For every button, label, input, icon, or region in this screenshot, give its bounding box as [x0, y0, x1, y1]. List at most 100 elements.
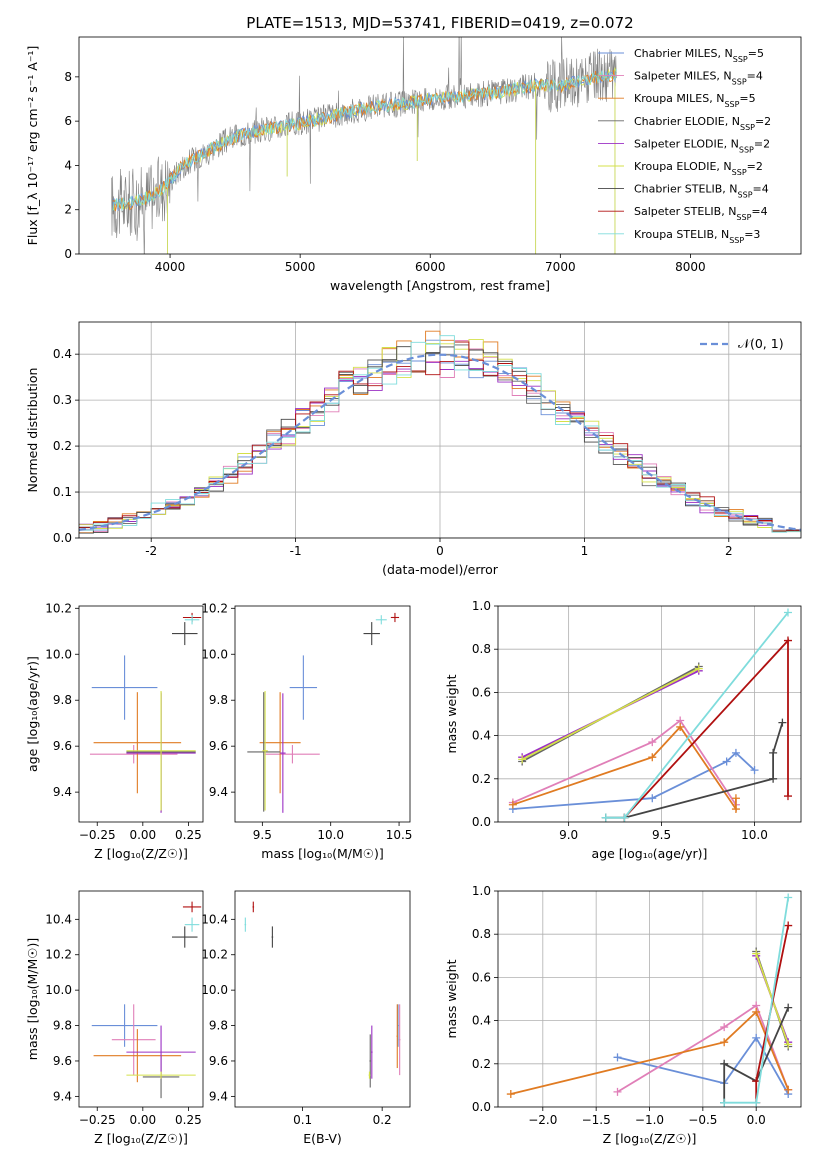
- y-tick-label: 0.0: [53, 531, 72, 545]
- weight-marker-kroupa_stelib: [784, 893, 793, 902]
- plot-area-age_vs_mass: [247, 612, 400, 813]
- weight-marker-kroupa_miles: [648, 753, 657, 762]
- legend-entry: Chabrier ELODIE, NSSP=2: [634, 115, 771, 132]
- x-tick-label: 10.5: [386, 828, 413, 842]
- legend-entry: Chabrier STELIB, NSSP=4: [634, 183, 769, 200]
- weight-line-chabrier_miles: [617, 1036, 789, 1095]
- weight-marker-kroupa_elodie: [518, 755, 527, 764]
- weight-marker-chabrier_miles: [731, 748, 740, 757]
- y-tick-label: 0.2: [53, 439, 72, 453]
- weight-marker-salpeter_miles: [720, 1023, 729, 1032]
- plot-area-mass_vs_Z: [91, 901, 202, 1099]
- x-tick-label: 6000: [415, 260, 446, 274]
- weight-line-salpeter_miles: [617, 1004, 790, 1093]
- x-axis-label: wavelength [Angstrom, rest frame]: [330, 278, 550, 293]
- legend-entry: Kroupa ELODIE, NSSP=2: [634, 160, 763, 177]
- x-tick-label: 0.2: [373, 1113, 392, 1127]
- x-tick-label: 9.5: [652, 828, 671, 842]
- model-spectrum-kroupa_stelib: [112, 68, 617, 211]
- x-tick-label: 8000: [675, 260, 706, 274]
- plot-area-massweight_vs_age: [498, 606, 801, 822]
- legend-entry: Kroupa STELIB, NSSP=3: [634, 228, 760, 245]
- x-tick-label: 0.1: [293, 1113, 312, 1127]
- y-tick-label: 10.0: [201, 647, 228, 661]
- legend-entry: 𝒩(0, 1): [738, 336, 784, 351]
- weight-line-salpeter_miles: [512, 719, 737, 806]
- panel-massweight_vs_age: 9.0 9.5 10.0 0.0 0.2 0.4 0.6 0.8 1.0 age [log₁₀(a…: [444, 599, 802, 861]
- y-tick-label: 10.4: [45, 912, 72, 926]
- y-tick-label: 10.0: [45, 647, 72, 661]
- x-axis-label: Z [log₁₀(Z/Z☉)]: [94, 1131, 188, 1146]
- weight-line-kroupa_elodie: [521, 667, 700, 761]
- weight-marker-chabrier_stelib: [769, 748, 778, 757]
- weight-marker-kroupa_elodie: [694, 664, 703, 673]
- weight-line-chabrier_stelib: [723, 1007, 790, 1103]
- panel-age_vs_Z: −0.25 0.00 0.25 9.4 9.6 9.8 10.0 10.2 Z [log₁₀(Z…: [25, 601, 204, 861]
- y-tick-label: 9.8: [53, 1019, 72, 1033]
- weight-line-kroupa_stelib: [605, 611, 789, 819]
- x-tick-label: 4000: [155, 260, 186, 274]
- y-tick-label: 9.4: [53, 1089, 72, 1103]
- y-tick-label: 0.6: [472, 970, 491, 984]
- weight-marker-chabrier_miles: [752, 1033, 761, 1042]
- weight-marker-salpeter_stelib: [783, 636, 792, 645]
- histogram-salpeter_stelib: [79, 341, 801, 533]
- y-tick-label: 10.2: [201, 948, 228, 962]
- y-tick-label: 6: [64, 114, 72, 128]
- y-tick-label: 0.0: [472, 815, 491, 829]
- x-tick-label: −0.25: [79, 1113, 116, 1127]
- weight-marker-kroupa_stelib: [752, 1098, 761, 1107]
- y-tick-label: 0.8: [472, 927, 491, 941]
- x-axis-label: (data-model)/error: [382, 562, 499, 577]
- model-spectrum-chabrier_miles: [112, 71, 617, 212]
- x-tick-label: 0.25: [175, 1113, 202, 1127]
- weight-marker-chabrier_miles: [613, 1053, 622, 1062]
- weight-marker-kroupa_miles: [784, 1085, 793, 1094]
- y-tick-label: 9.6: [209, 1054, 228, 1068]
- weight-marker-kroupa_miles: [731, 805, 740, 814]
- panel-mass_vs_ebv: 0.1 0.2 9.4 9.6 9.8 10.0 10.2 10.4 E(B-V): [201, 890, 411, 1146]
- axes-frame: [78, 890, 204, 1108]
- x-tick-label: 0: [436, 544, 444, 558]
- x-tick-label: 9.5: [253, 828, 272, 842]
- y-tick-label: 0.2: [472, 1057, 491, 1071]
- weight-marker-salpeter_stelib: [784, 921, 793, 930]
- x-axis-label: age [log₁₀(age/yr)]: [592, 846, 708, 861]
- y-tick-label: 10.2: [201, 601, 228, 615]
- weight-marker-chabrier_stelib: [769, 774, 778, 783]
- y-tick-label: 0.8: [472, 642, 491, 656]
- x-tick-label: 10.0: [741, 828, 768, 842]
- weight-marker-chabrier_miles: [750, 766, 759, 775]
- observed-spectrum: [111, 37, 617, 254]
- y-tick-label: 2: [64, 203, 72, 217]
- y-tick-label: 0.0: [472, 1100, 491, 1114]
- x-tick-label: 9.0: [559, 828, 578, 842]
- legend-entry: Chabrier MILES, NSSP=5: [634, 47, 764, 64]
- plot-area-mass_vs_ebv: [244, 901, 401, 1088]
- x-tick-label: −1.0: [635, 1113, 664, 1127]
- weight-marker-kroupa_stelib: [783, 608, 792, 617]
- y-tick-label: 0.6: [472, 685, 491, 699]
- y-tick-label: 9.4: [209, 1089, 228, 1103]
- weight-marker-kroupa_miles: [731, 794, 740, 803]
- weight-marker-kroupa_elodie: [784, 1040, 793, 1049]
- weight-marker-chabrier_stelib: [784, 1003, 793, 1012]
- y-tick-label: 8: [64, 70, 72, 84]
- weight-marker-salpeter_miles: [648, 738, 657, 747]
- y-axis-label: Flux [f_λ 10⁻¹⁷ erg cm⁻² s⁻¹ A⁻¹]: [25, 46, 40, 246]
- y-axis-label: age [log₁₀(age/yr)]: [25, 656, 40, 772]
- x-axis-label: Z [log₁₀(Z/Z☉)]: [603, 1131, 697, 1146]
- legend-entry: Salpeter STELIB, NSSP=4: [634, 205, 768, 222]
- x-axis-label: E(B-V): [303, 1131, 342, 1146]
- axes-frame: [234, 605, 411, 823]
- y-tick-label: 0.1: [53, 485, 72, 499]
- y-tick-label: 9.8: [209, 693, 228, 707]
- y-tick-label: 10.0: [45, 983, 72, 997]
- x-tick-label: 0.25: [175, 828, 202, 842]
- weight-marker-kroupa_stelib: [601, 813, 610, 822]
- x-tick-label: 5000: [285, 260, 316, 274]
- weight-marker-chabrier_miles: [722, 757, 731, 766]
- x-axis-label: mass [log₁₀(M/M☉)]: [261, 846, 383, 861]
- x-tick-label: −0.5: [688, 1113, 717, 1127]
- weight-marker-chabrier_stelib: [720, 1059, 729, 1068]
